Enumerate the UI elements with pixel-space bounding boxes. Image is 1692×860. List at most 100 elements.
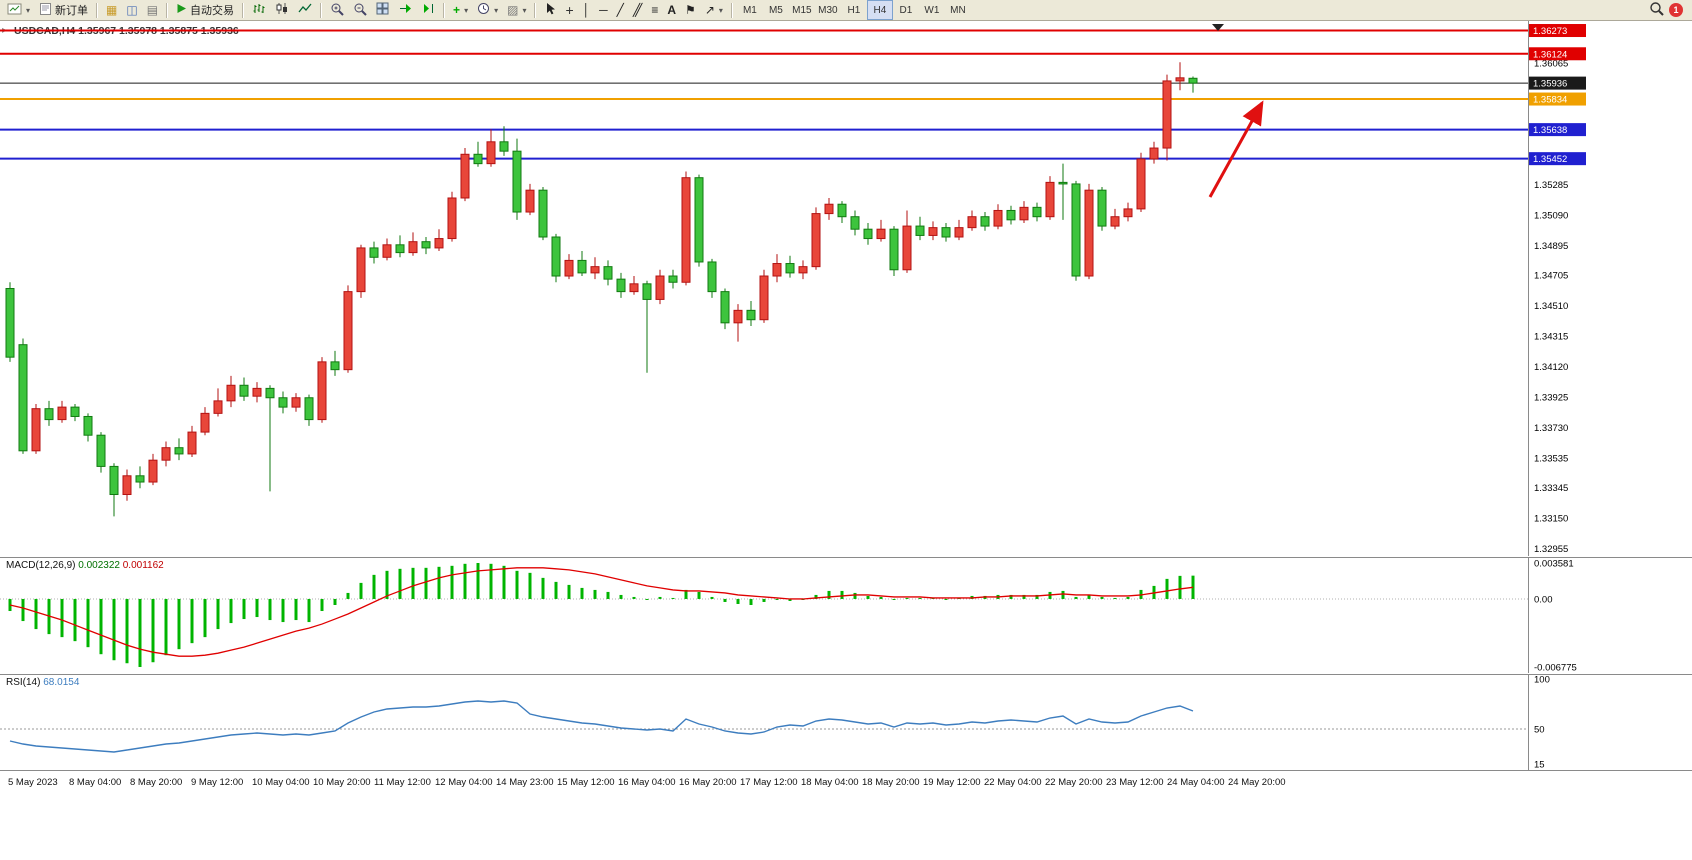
- timeframe-button-D1[interactable]: D1: [899, 4, 913, 16]
- price-badge-label: 1.35936: [1533, 79, 1567, 90]
- timeframe-button-W1[interactable]: W1: [924, 4, 940, 16]
- rsi-name: RSI(14): [6, 677, 41, 688]
- channel-button[interactable]: ╱╱: [629, 0, 646, 20]
- order-icon: [39, 2, 52, 19]
- crosshair-button[interactable]: +: [561, 0, 577, 20]
- horizontal-line-button[interactable]: ─: [595, 0, 612, 20]
- search-button[interactable]: [1645, 0, 1668, 20]
- bar-chart-button[interactable]: [248, 0, 270, 20]
- time-axis-label: 18 May 20:00: [862, 777, 920, 788]
- time-axis-label: 11 May 12:00: [374, 777, 431, 788]
- fibonacci-button[interactable]: ≡: [647, 0, 662, 20]
- fibonacci-icon: ≡: [651, 3, 659, 17]
- chart-shift-button[interactable]: [417, 0, 439, 20]
- rsi-axis-label: 50: [1534, 725, 1545, 736]
- timeframe-button-MN[interactable]: MN: [950, 4, 966, 16]
- periods-button[interactable]: ▾: [473, 0, 502, 20]
- trendline-icon: ╱: [616, 3, 624, 17]
- rsi-panel[interactable]: 100 50 15 RSI(14) 68.0154: [0, 674, 1692, 770]
- macd-histogram: [8, 563, 1195, 667]
- price-axis-label: 1.33925: [1534, 392, 1568, 403]
- time-axis-label: 24 May 04:00: [1167, 777, 1225, 788]
- time-axis-label: 12 May 04:00: [435, 777, 493, 788]
- zoom-in-icon: [330, 2, 344, 19]
- rsi-canvas[interactable]: 100 50 15: [0, 674, 1692, 770]
- time-axis-label: 19 May 12:00: [923, 777, 981, 788]
- indicators-plus-icon: +: [453, 3, 461, 17]
- vertical-line-button[interactable]: │: [579, 0, 595, 20]
- tile-windows-button[interactable]: [372, 0, 393, 20]
- timeframe-button-H1[interactable]: H1: [847, 4, 861, 16]
- price-axis-label: 1.32955: [1534, 544, 1568, 555]
- cursor-button[interactable]: [540, 0, 560, 20]
- rsi-line: [9, 700, 1194, 753]
- time-axis-label: 10 May 04:00: [252, 777, 310, 788]
- main-toolbar: ▾ 新订单 ▦ ◫ ▤ 自动交易: [0, 0, 1692, 21]
- time-axis-label: 22 May 04:00: [984, 777, 1042, 788]
- market-watch-icon: ▦: [106, 3, 118, 17]
- price-chart-canvas[interactable]: 1.36065 1.35285 1.35090 1.34895 1.34705 1.345…: [0, 21, 1692, 556]
- navigator-icon: ◫: [126, 3, 138, 17]
- notification-badge[interactable]: 1: [1669, 3, 1683, 17]
- vertical-line-icon: │: [582, 3, 591, 17]
- label-button[interactable]: ⚑: [681, 0, 700, 20]
- price-badge: [1529, 76, 1586, 90]
- price-axis-label: 1.33535: [1534, 453, 1568, 464]
- text-icon: A: [667, 3, 677, 17]
- timeframe-button-M1[interactable]: M1: [742, 4, 757, 16]
- time-axis-label: 16 May 20:00: [679, 777, 737, 788]
- price-axis-label: 1.33345: [1534, 483, 1568, 494]
- macd-axis-label: 0.00: [1534, 594, 1553, 605]
- tile-windows-icon: [376, 2, 389, 18]
- trend-arrow-annotation[interactable]: [1208, 100, 1264, 198]
- line-chart-button[interactable]: [294, 0, 316, 20]
- rsi-label: RSI(14) 68.0154: [6, 677, 79, 688]
- macd-value-main: 0.002322: [78, 560, 120, 571]
- macd-axis-label: 0.003581: [1534, 559, 1574, 570]
- terminal-button[interactable]: ▤: [143, 0, 162, 20]
- rsi-axis-label: 100: [1534, 675, 1550, 686]
- new-order-button[interactable]: 新订单: [35, 0, 92, 20]
- macd-canvas[interactable]: 0.003581 0.00 -0.006775: [0, 557, 1692, 673]
- time-axis-label: 17 May 12:00: [740, 777, 798, 788]
- toolbar-separator: [534, 2, 537, 18]
- price-badge: [1529, 123, 1586, 137]
- time-axis-label: 8 May 20:00: [130, 777, 183, 788]
- horizontal-line-icon: ─: [599, 3, 608, 17]
- auto-trading-button[interactable]: 自动交易: [172, 0, 238, 20]
- timeframe-button-M5[interactable]: M5: [768, 4, 783, 16]
- time-axis-label: 10 May 20:00: [313, 777, 371, 788]
- search-icon: [1649, 1, 1664, 19]
- auto-scroll-button[interactable]: [394, 0, 416, 20]
- text-button[interactable]: A: [663, 0, 680, 20]
- shapes-button[interactable]: ↗ ▾: [701, 0, 727, 20]
- market-watch-button[interactable]: ▦: [102, 0, 121, 20]
- price-badge: [1529, 24, 1586, 38]
- time-axis[interactable]: 5 May 2023 8 May 04:00 8 May 20:00 9 May 12…: [0, 770, 1692, 797]
- macd-name: MACD(12,26,9): [6, 560, 76, 571]
- chevron-down-icon: ▾: [718, 5, 723, 15]
- timeframe-button-M15[interactable]: M15: [792, 4, 812, 16]
- indicators-button[interactable]: + ▾: [449, 0, 472, 20]
- trendline-button[interactable]: ╱: [613, 0, 628, 20]
- price-chart-panel[interactable]: ▸ USDCAD,H4 1.35967 1.35978 1.35875 1.35…: [0, 21, 1692, 556]
- zoom-out-button[interactable]: [349, 0, 371, 20]
- time-axis-label: 16 May 04:00: [618, 777, 676, 788]
- navigator-button[interactable]: ◫: [122, 0, 141, 20]
- zoom-in-button[interactable]: [326, 0, 348, 20]
- candlestick-chart-button[interactable]: [271, 0, 293, 20]
- new-chart-button[interactable]: ▾: [3, 0, 34, 20]
- time-axis-label: 15 May 12:00: [557, 777, 615, 788]
- toolbar-separator: [242, 2, 245, 18]
- timeframe-button-H4[interactable]: H4: [866, 0, 893, 20]
- price-axis-label: 1.35090: [1534, 211, 1568, 222]
- chevron-down-icon: ▾: [494, 5, 499, 15]
- timeframe-button-M30[interactable]: M30: [818, 4, 838, 16]
- candlestick-series: [5, 62, 1198, 517]
- time-axis-label: 9 May 12:00: [191, 777, 244, 788]
- templates-icon: ▨: [507, 3, 519, 17]
- macd-panel[interactable]: 0.003581 0.00 -0.006775 MACD(12,26,9) 0.00…: [0, 557, 1692, 673]
- templates-button[interactable]: ▨ ▾: [503, 0, 530, 20]
- play-icon: [176, 3, 187, 17]
